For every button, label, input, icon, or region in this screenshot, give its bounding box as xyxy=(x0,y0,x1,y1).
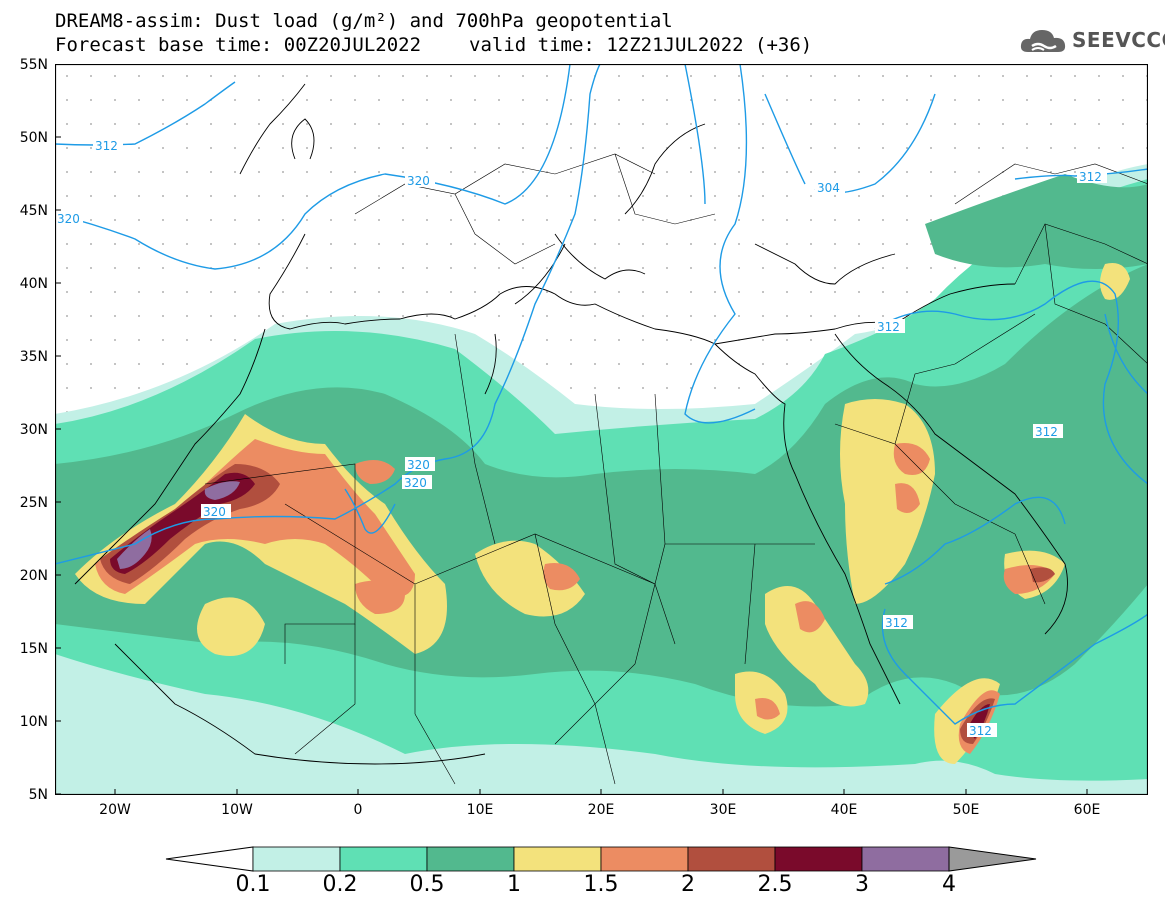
colorbar-segment xyxy=(339,846,428,872)
lat-label: 30N xyxy=(19,422,48,438)
lon-label: 40E xyxy=(830,802,858,818)
map-subtitle: Forecast base time: 00Z20JUL2022 valid ti… xyxy=(55,34,812,56)
valid-time: valid time: 12Z21JUL2022 (+36) xyxy=(469,34,813,56)
colorbar-tick-label: 0.2 xyxy=(322,872,358,897)
lon-label: 10E xyxy=(466,802,494,818)
contour-label: 312 xyxy=(877,320,900,334)
contour-label: 312 xyxy=(95,139,118,153)
lat-label: 10N xyxy=(19,714,48,730)
lat-label: 5N xyxy=(28,787,48,803)
colorbar-tick-label: 1.5 xyxy=(583,872,619,897)
lat-label: 20N xyxy=(19,568,48,584)
lon-label: 50E xyxy=(952,802,980,818)
lon-label: 0 xyxy=(353,802,363,818)
colorbar-tick-label: 2 xyxy=(681,872,695,897)
contour-label: 312 xyxy=(1035,425,1058,439)
colorbar-tick-label: 1 xyxy=(507,872,521,897)
lat-label: 40N xyxy=(19,276,48,292)
contour-label: 320 xyxy=(57,212,80,226)
colorbar-tick-label: 2.5 xyxy=(757,872,793,897)
contour-label: 320 xyxy=(203,505,226,519)
colorbar-segment xyxy=(252,846,341,872)
contour-label: 320 xyxy=(407,174,430,188)
lat-label: 45N xyxy=(19,203,48,219)
lon-label: 60E xyxy=(1073,802,1101,818)
colorbar-segment xyxy=(600,846,689,872)
contour-label: 312 xyxy=(969,724,992,738)
axis-ticks xyxy=(55,64,1088,795)
colorbar-segment xyxy=(513,846,602,872)
lat-label: 50N xyxy=(19,130,48,146)
seevccc-logo: SEEVCCC xyxy=(1018,24,1165,58)
colorbar-segment xyxy=(861,846,950,872)
lat-label: 35N xyxy=(19,349,48,365)
colorbar-tick-label: 0.1 xyxy=(235,872,271,897)
logo-text: SEEVCCC xyxy=(1072,28,1165,52)
contour-label: 312 xyxy=(1079,170,1102,184)
lon-label: 20E xyxy=(587,802,615,818)
contour-label: 320 xyxy=(404,476,427,490)
lat-label: 15N xyxy=(19,641,48,657)
colorbar-tick-label: 0.5 xyxy=(409,872,445,897)
lon-label: 10W xyxy=(221,802,253,818)
dust-level-1.5 xyxy=(95,439,1055,754)
base-time: Forecast base time: 00Z20JUL2022 xyxy=(55,34,422,56)
contour-label: 312 xyxy=(885,616,908,630)
colorbar-low-arrow xyxy=(165,846,254,872)
colorbar-tick-label: 3 xyxy=(855,872,869,897)
colorbar-segment xyxy=(687,846,776,872)
coastlines xyxy=(74,83,1068,765)
colorbar-segment xyxy=(774,846,863,872)
contour-label: 320 xyxy=(407,458,430,472)
dust-map: 312 320 320 320 320 320 304 312 312 312 … xyxy=(55,64,1148,795)
colorbar-segment xyxy=(426,846,515,872)
map-title: DREAM8-assim: Dust load (g/m²) and 700hP… xyxy=(55,10,673,32)
colorbar-tick-label: 4 xyxy=(942,872,956,897)
lon-label: 30E xyxy=(709,802,737,818)
contour-label: 304 xyxy=(817,181,840,195)
colorbar xyxy=(165,846,1037,872)
country-borders xyxy=(204,153,1148,785)
lat-label: 55N xyxy=(19,57,48,73)
colorbar-high-arrow xyxy=(948,846,1037,872)
geopotential-contours xyxy=(55,64,1148,725)
lat-label: 25N xyxy=(19,495,48,511)
cloud-icon xyxy=(1020,30,1066,52)
contour-labels: 312 320 320 320 320 320 304 312 312 312 … xyxy=(55,138,1107,738)
lon-label: 20W xyxy=(99,802,131,818)
